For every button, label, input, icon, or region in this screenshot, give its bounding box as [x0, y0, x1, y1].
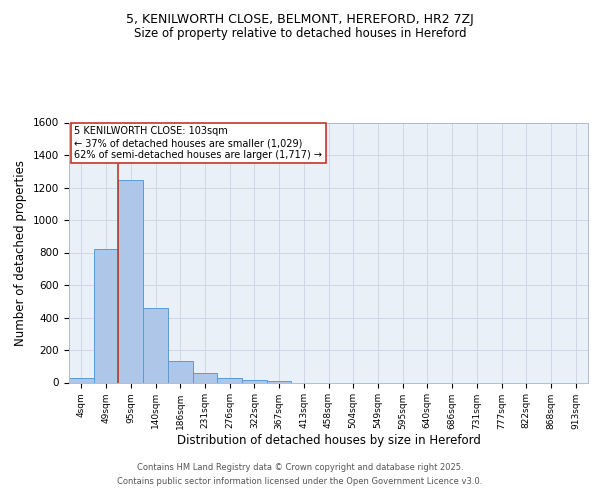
Text: 5, KENILWORTH CLOSE, BELMONT, HEREFORD, HR2 7ZJ: 5, KENILWORTH CLOSE, BELMONT, HEREFORD, … — [126, 12, 474, 26]
Bar — [118, 180, 143, 382]
Text: 5 KENILWORTH CLOSE: 103sqm
← 37% of detached houses are smaller (1,029)
62% of s: 5 KENILWORTH CLOSE: 103sqm ← 37% of deta… — [74, 126, 322, 160]
X-axis label: Distribution of detached houses by size in Hereford: Distribution of detached houses by size … — [176, 434, 481, 447]
Text: Size of property relative to detached houses in Hereford: Size of property relative to detached ho… — [134, 28, 466, 40]
Bar — [193, 373, 217, 382]
Y-axis label: Number of detached properties: Number of detached properties — [14, 160, 28, 346]
Bar — [94, 249, 118, 382]
Bar — [267, 381, 292, 382]
Bar — [168, 360, 193, 382]
Text: Contains public sector information licensed under the Open Government Licence v3: Contains public sector information licen… — [118, 477, 482, 486]
Bar — [242, 380, 267, 382]
Bar — [143, 308, 168, 382]
Bar — [69, 378, 94, 382]
Bar — [217, 378, 242, 382]
Text: Contains HM Land Registry data © Crown copyright and database right 2025.: Contains HM Land Registry data © Crown c… — [137, 464, 463, 472]
